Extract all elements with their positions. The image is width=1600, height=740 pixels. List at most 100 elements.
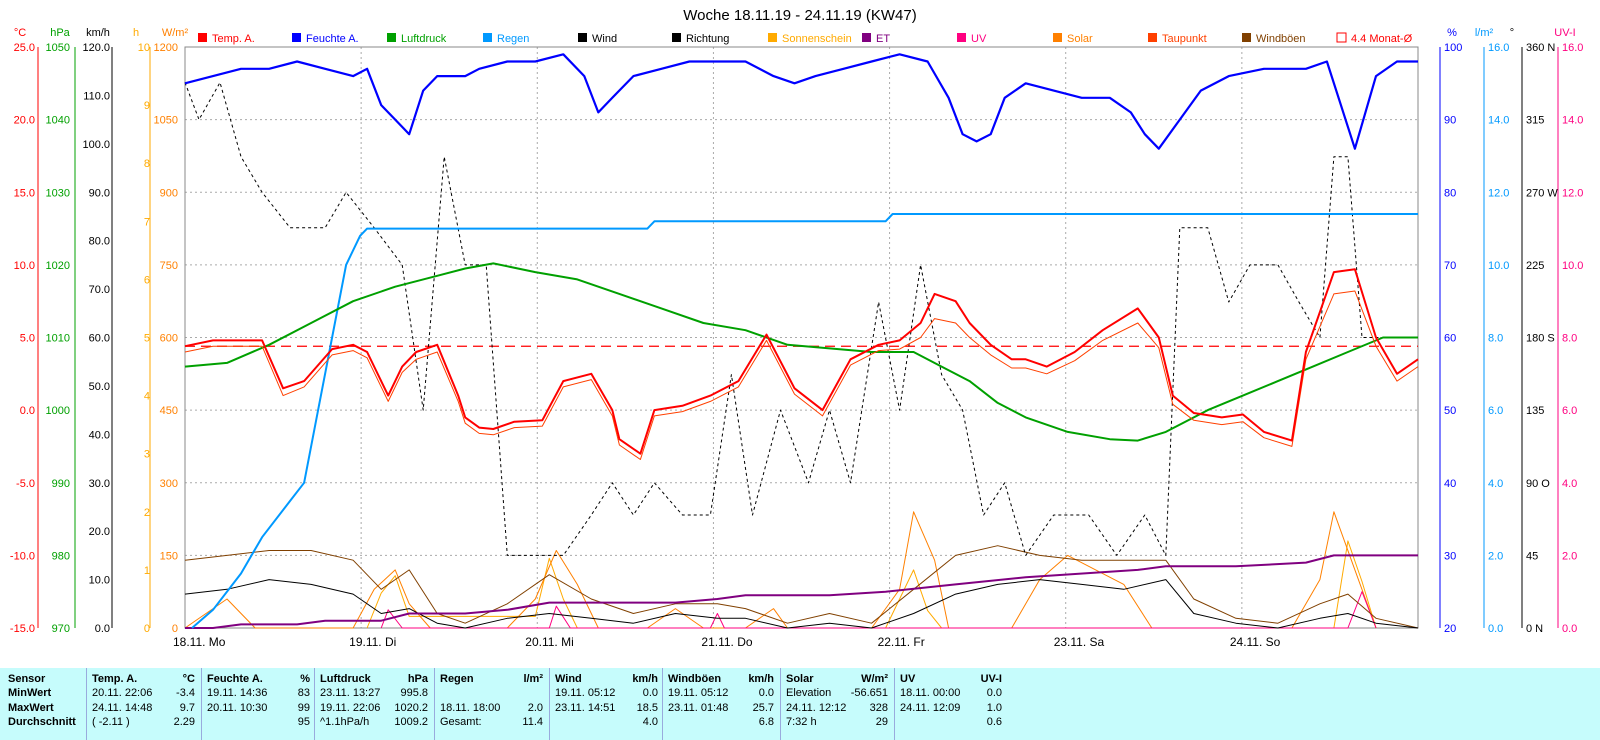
legend-swatch bbox=[578, 33, 587, 42]
axis-tick-right: 90 bbox=[1444, 115, 1456, 127]
axis-tick-left: 300 bbox=[160, 478, 178, 490]
stats-cell-time: 24.11. 12:09 bbox=[900, 702, 961, 714]
axis-tick-left: 20.0 bbox=[89, 526, 110, 538]
stats-row-label: Durchschnitt bbox=[8, 716, 76, 728]
series-regen bbox=[191, 213, 1418, 629]
stats-cell-value: 1.0 bbox=[986, 702, 1002, 714]
axis-tick-left: 1050 bbox=[154, 115, 178, 127]
axis-unit-left: W/m² bbox=[162, 27, 189, 39]
legend-swatch bbox=[862, 33, 871, 42]
axis-tick-right: 14.0 bbox=[1488, 115, 1509, 127]
x-axis-label: 18.11. Mo bbox=[173, 635, 226, 649]
series-uv bbox=[380, 591, 1377, 629]
axis-tick-right: 20 bbox=[1444, 623, 1456, 635]
axis-unit-left: km/h bbox=[86, 27, 110, 39]
axis-tick-left: 0 bbox=[144, 623, 150, 635]
axis-tick-left: 15.0 bbox=[14, 187, 35, 199]
stats-cell-time: 20.11. 10:30 bbox=[207, 702, 268, 714]
legend-swatch bbox=[1148, 33, 1157, 42]
axis-tick-right: 8.0 bbox=[1562, 333, 1577, 345]
axis-unit-right: % bbox=[1447, 27, 1457, 39]
series-et bbox=[185, 554, 1418, 629]
axis-tick-right: 0 N bbox=[1526, 623, 1543, 635]
stats-cell-time: 19.11. 05:12 bbox=[555, 687, 616, 699]
stats-cell-value: 0.0 bbox=[642, 687, 658, 699]
stats-header: Luftdruck bbox=[320, 673, 371, 685]
axis-tick-right: 10.0 bbox=[1562, 260, 1583, 272]
stats-cell-value: 0.6 bbox=[986, 716, 1002, 728]
stats-cell-time: 24.11. 14:48 bbox=[92, 702, 153, 714]
stats-cell-value: 995.8 bbox=[400, 687, 428, 699]
axis-tick-left: 6 bbox=[144, 274, 150, 286]
axis-tick-right: 16.0 bbox=[1488, 42, 1509, 54]
stats-separator bbox=[780, 668, 781, 740]
axis-tick-right: 14.0 bbox=[1562, 115, 1583, 127]
legend-swatch bbox=[1053, 33, 1062, 42]
legend-swatch bbox=[957, 33, 966, 42]
stats-separator bbox=[549, 668, 550, 740]
stats-unit: km/h bbox=[632, 673, 658, 685]
stats-cell-value: 1009.2 bbox=[394, 716, 428, 728]
legend-swatch bbox=[483, 33, 492, 42]
stats-cell-value: 2.29 bbox=[173, 716, 195, 728]
stats-unit: hPa bbox=[407, 673, 428, 685]
series-richtung bbox=[184, 82, 1418, 556]
legend-swatch bbox=[1242, 33, 1251, 42]
axis-tick-right: 6.0 bbox=[1562, 405, 1577, 417]
axis-tick-left: 20.0 bbox=[14, 115, 35, 127]
axis-tick-left: 80.0 bbox=[89, 236, 110, 248]
stats-separator bbox=[894, 668, 895, 740]
grid bbox=[184, 46, 1419, 629]
axis-tick-left: 5.0 bbox=[20, 333, 35, 345]
stats-cell-value: 18.5 bbox=[636, 702, 658, 714]
series-windb-en bbox=[184, 545, 1419, 629]
axis-tick-left: 1000 bbox=[46, 405, 70, 417]
axis-tick-left: 30.0 bbox=[89, 478, 110, 490]
series-wind bbox=[184, 579, 1419, 629]
stats-header: Wind bbox=[555, 673, 582, 685]
stats-cell-time: 7:32 h bbox=[786, 716, 817, 728]
axis-tick-left: 1200 bbox=[154, 42, 178, 54]
stats-header: Sensor bbox=[8, 673, 46, 685]
axis-tick-right: 80 bbox=[1444, 187, 1456, 199]
axis-tick-left: 100.0 bbox=[82, 139, 110, 151]
axis-tick-right: 100 bbox=[1444, 42, 1462, 54]
stats-row-label: MaxWert bbox=[8, 702, 54, 714]
axis-tick-left: 1020 bbox=[46, 260, 70, 272]
stats-cell-value: 4.0 bbox=[642, 716, 658, 728]
legend-label: Windböen bbox=[1256, 33, 1306, 45]
axis-tick-right: 0.0 bbox=[1488, 623, 1503, 635]
axis-tick-left: 900 bbox=[160, 187, 178, 199]
stats-cell-time: 18.11. 18:00 bbox=[440, 702, 501, 714]
axis-unit-left: hPa bbox=[50, 27, 70, 39]
axis-tick-left: -15.0 bbox=[10, 623, 35, 635]
axis-tick-left: 70.0 bbox=[89, 284, 110, 296]
stats-separator bbox=[201, 668, 202, 740]
axis-tick-left: 990 bbox=[52, 478, 70, 490]
stats-cell-time: 23.11. 13:27 bbox=[320, 687, 381, 699]
legend-swatch bbox=[768, 33, 777, 42]
axis-tick-right: 2.0 bbox=[1488, 550, 1503, 562]
stats-cell-value: 0.0 bbox=[758, 687, 774, 699]
axis-tick-right: 45 bbox=[1526, 550, 1538, 562]
stats-cell-value: 328 bbox=[869, 702, 888, 714]
legend-label: Temp. A. bbox=[212, 33, 255, 45]
legend-label: Luftdruck bbox=[401, 33, 447, 45]
x-axis-labels: 18.11. Mo 19.11. Di 20.11. Mi 21.11. Do 22.1… bbox=[173, 635, 1281, 649]
stats-cell-value: 1020.2 bbox=[394, 702, 428, 714]
stats-cell-value: 29 bbox=[875, 716, 888, 728]
legend-swatch bbox=[198, 33, 207, 42]
legend-label: Feuchte A. bbox=[306, 33, 359, 45]
stats-unit: l/m² bbox=[523, 673, 543, 685]
axis-tick-right: 270 W bbox=[1526, 187, 1558, 199]
axis-tick-right: 8.0 bbox=[1488, 333, 1503, 345]
stats-cell-value: 6.8 bbox=[758, 716, 774, 728]
axis-tick-left: 8 bbox=[144, 158, 150, 170]
axis-unit-right: l/m² bbox=[1475, 27, 1494, 39]
axis-tick-left: 60.0 bbox=[89, 333, 110, 345]
stats-cell-value: 83 bbox=[297, 687, 310, 699]
axis-tick-right: 16.0 bbox=[1562, 42, 1583, 54]
stats-cell-time: 24.11. 12:12 bbox=[786, 702, 847, 714]
axis-tick-right: 225 bbox=[1526, 260, 1544, 272]
left-axes: °C25.020.015.010.05.00.0-5.0-10.0-15.0hP… bbox=[10, 27, 189, 635]
